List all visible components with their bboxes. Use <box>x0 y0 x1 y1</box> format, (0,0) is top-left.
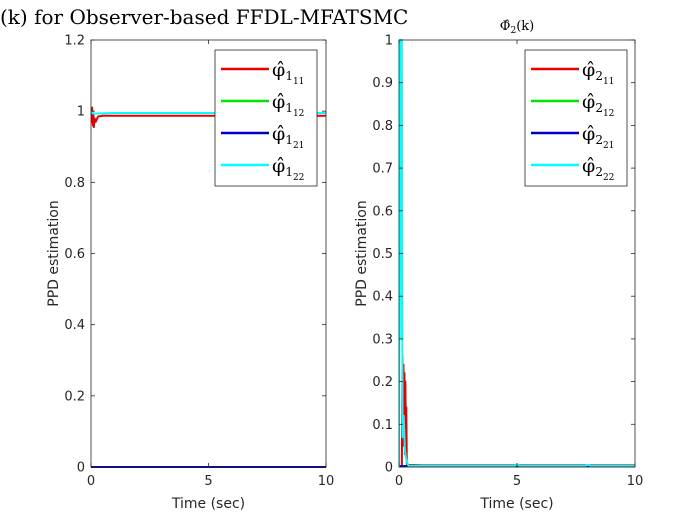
chart-2-legend-symbol: φ̂ <box>582 91 595 113</box>
chart-1-legend-sub: 1 <box>285 101 293 115</box>
chart-2-ytick-label: 0 <box>385 461 393 476</box>
chart-1-legend-subsub: 11 <box>293 77 304 87</box>
chart-2-legend-box <box>524 49 628 187</box>
chart-1-ytick-label: 0.4 <box>64 318 85 333</box>
chart-2-xtick-label: 5 <box>513 474 521 489</box>
chart-2-ytick-label: 0.8 <box>372 119 393 134</box>
chart-1-ytick-label: 1.2 <box>64 34 85 49</box>
chart-2-legend-sub: 2 <box>595 69 603 83</box>
chart-2-ytick-label: 0.9 <box>372 76 393 91</box>
chart-1-legend-symbol: φ̂ <box>272 59 285 81</box>
chart-1-legend-symbol: φ̂ <box>272 91 285 113</box>
chart-2-ytick-label: 1 <box>385 34 393 49</box>
chart-1-legend-subsub: 22 <box>293 173 304 183</box>
chart-1-legend-subsub: 12 <box>293 109 304 119</box>
chart-2-legend-sub: 2 <box>595 133 603 147</box>
chart-1-ytick-label: 0.2 <box>64 389 85 404</box>
chart-1-xtick-label: 0 <box>87 474 95 489</box>
chart-1-series-phi1_11 <box>91 106 326 129</box>
chart-1-xlabel: Time (sec) <box>171 496 245 512</box>
chart-1: 0 0.2 0.4 0.6 0.8 1 1.2 0 5 10 Time (sec) PPD estim… <box>46 34 334 513</box>
chart-2-xtick-label: 0 <box>395 474 403 489</box>
chart-2-title-symbol: Φ̂ <box>500 19 511 34</box>
chart-1-legend-label: φ̂122 <box>272 155 304 183</box>
chart-2-legend-subsub: 11 <box>603 77 614 87</box>
chart-2-legend-label: φ̂221 <box>582 123 614 151</box>
chart-2-ylabel: PPD estimation <box>354 200 370 306</box>
chart-2-ytick-label: 0.7 <box>372 162 393 177</box>
chart-1-legend-subsub: 21 <box>293 141 304 151</box>
chart-1-xtick-label: 5 <box>204 474 212 489</box>
chart-1-legend-sub: 1 <box>285 165 293 179</box>
chart-2-title-suffix: (k) <box>516 19 534 34</box>
chart-1-legend-sub: 1 <box>285 133 293 147</box>
chart-2-xtick-label: 10 <box>627 474 644 489</box>
chart-2-legend-symbol: φ̂ <box>582 155 595 177</box>
chart-2-legend-subsub: 22 <box>603 173 614 183</box>
chart-2-ytick-label: 0.3 <box>372 332 393 347</box>
chart-2-xlabel: Time (sec) <box>479 496 553 512</box>
chart-2-legend-label: φ̂212 <box>582 91 614 119</box>
chart-1-legend-label: φ̂111 <box>272 59 304 87</box>
chart-2-legend-symbol: φ̂ <box>582 123 595 145</box>
chart-1-ytick-label: 0.8 <box>64 176 85 191</box>
chart-1-legend-symbol: φ̂ <box>272 155 285 177</box>
chart-2-ytick-label: 0.1 <box>372 418 393 433</box>
chart-2-legend-subsub: 21 <box>603 141 614 151</box>
chart-2-title: Φ̂2(k) <box>500 19 534 36</box>
chart-2-legend-label: φ̂222 <box>582 155 614 183</box>
chart-2-legend-label: φ̂211 <box>582 59 614 87</box>
chart-1-ytick-label: 1 <box>77 105 85 120</box>
chart-1-ylabel: PPD estimation <box>46 200 62 306</box>
chart-1-ytick-label: 0 <box>77 461 85 476</box>
chart-1-xtick-label: 10 <box>318 474 335 489</box>
chart-2-legend-sub: 2 <box>595 101 603 115</box>
chart-1-ytick-label: 0.6 <box>64 247 85 262</box>
chart-1-title: (k) for Observer-based FFDL-MFATSMC <box>0 5 408 29</box>
chart-1-legend-label: φ̂112 <box>272 91 304 119</box>
chart-1-legend-symbol: φ̂ <box>272 123 285 145</box>
chart-1-series-phi1_22 <box>91 110 326 115</box>
chart-2-legend-symbol: φ̂ <box>582 59 595 81</box>
chart-2-ytick-label: 0.4 <box>372 290 393 305</box>
chart-1-legend-sub: 1 <box>285 69 293 83</box>
chart-1-legend-label: φ̂121 <box>272 123 304 151</box>
chart-2-ytick-label: 0.5 <box>372 247 393 262</box>
chart-2-title-sub: 2 <box>510 26 516 36</box>
chart-2-legend-sub: 2 <box>595 165 603 179</box>
chart-2-legend-subsub: 12 <box>603 109 614 119</box>
chart-2-ytick-label: 0.6 <box>372 204 393 219</box>
chart-1-legend-box <box>214 49 318 187</box>
chart-2-series-phi2_22 <box>399 39 635 468</box>
chart-2-ytick-label: 0.2 <box>372 375 393 390</box>
